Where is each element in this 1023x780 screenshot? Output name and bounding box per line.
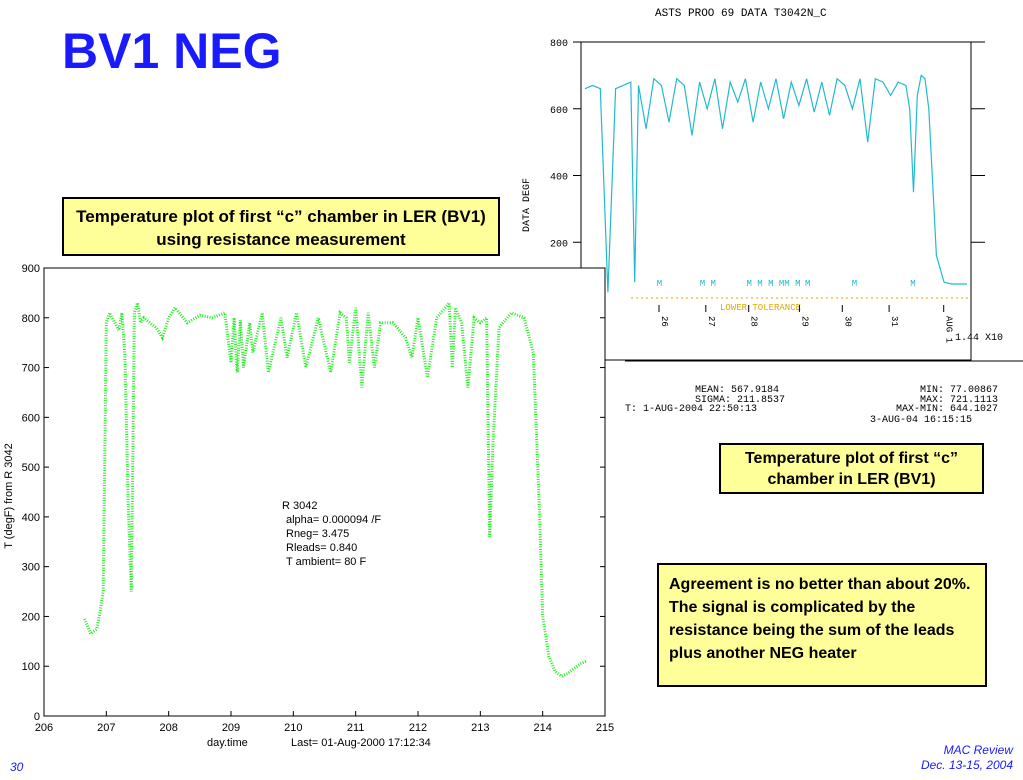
scope-chart: ASTS PROO 69 DATA T3042N_C 800600400200 … — [522, 8, 1023, 426]
stat-mean: MEAN: 567.9184 — [695, 385, 779, 396]
x-tick-label: 207 — [97, 722, 115, 734]
y-tick-label: 400 — [22, 512, 40, 524]
callout-note: Agreement is no better than about 20%. T… — [657, 563, 987, 687]
scope-x-multiplier: 1.44 X10 — [955, 333, 1003, 344]
footer-line2: Dec. 13-15, 2004 — [920, 758, 1013, 772]
green-y-label: T (degF) from R 3042 — [3, 443, 15, 549]
x-tick-label: 208 — [159, 722, 177, 734]
annotation-line3: Rneg= 3.475 — [286, 528, 349, 540]
stat-max: MAX: 721.1113 — [920, 395, 998, 406]
scope-marker: M — [910, 279, 915, 289]
scope-chart-title: ASTS PROO 69 DATA T3042N_C — [655, 8, 827, 20]
x-tick-label: 206 — [35, 722, 53, 734]
scope-y-tick-label: 600 — [550, 106, 568, 117]
green-x-label: day.time — [207, 737, 248, 749]
y-tick-label: 300 — [22, 562, 40, 574]
scope-y-tick-label: 400 — [550, 173, 568, 184]
scope-marker: M M — [700, 279, 716, 289]
y-tick-label: 700 — [22, 363, 40, 375]
scope-marker: M — [852, 279, 857, 289]
x-tick-label: 211 — [347, 722, 365, 734]
scope-series-line — [584, 74, 967, 293]
scope-y-tick-label: 800 — [550, 39, 568, 50]
x-tick-label: 214 — [533, 722, 551, 734]
footer-review: MAC Review Dec. 13-15, 2004 — [921, 743, 1013, 773]
footer-line1: MAC Review — [943, 743, 1013, 757]
y-tick-label: 900 — [22, 263, 40, 275]
stat-maxmin: MAX-MIN: 644.1027 — [896, 404, 998, 415]
x-tick-label: 210 — [284, 722, 302, 734]
scope-x-tick-label: AUG 1 — [944, 316, 954, 343]
y-tick-label: 200 — [22, 611, 40, 623]
scope-x-tick-label: 30 — [842, 316, 852, 327]
annotation-line2: alpha= 0.000094 /F — [286, 514, 381, 526]
scope-x-tick-label: 29 — [799, 316, 809, 327]
stat-sigma: SIGMA: 211.8537 — [695, 395, 785, 406]
y-tick-label: 600 — [22, 412, 40, 424]
stat-start: T: 1-AUG-2004 22:50:13 — [625, 404, 757, 415]
annotation-line4: Rleads= 0.840 — [286, 542, 357, 554]
green-footer-text: Last= 01-Aug-2000 17:12:34 — [291, 737, 431, 749]
y-tick-label: 800 — [22, 313, 40, 325]
scope-x-tick-label: 28 — [749, 316, 759, 327]
green-annotation: R 3042 alpha= 0.000094 /F Rneg= 3.475 Rl… — [282, 500, 381, 568]
page-number: 30 — [10, 760, 24, 774]
slide-title: BV1 NEG — [62, 23, 282, 79]
y-tick-label: 0 — [34, 711, 40, 723]
scope-frame — [580, 41, 972, 361]
y-tick-label: 500 — [22, 462, 40, 474]
stat-min: MIN: 77.00867 — [920, 385, 998, 396]
annotation-line1: R 3042 — [282, 500, 317, 512]
tolerance-label: LOWER TOLERANCE — [720, 303, 801, 313]
callout-left: Temperature plot of first “c” chamber in… — [62, 197, 500, 256]
annotation-line5: T ambient= 80 F — [286, 556, 366, 568]
scope-marker: M — [657, 279, 662, 289]
green-temperature-chart: 0 100 200 300 400 500 600 700 800 900 206 207 208 20… — [3, 263, 614, 749]
callout-right: Temperature plot of first “c” chamber in… — [719, 443, 984, 494]
green-plot-frame — [43, 267, 606, 717]
scope-x-tick-label: 26 — [659, 316, 669, 327]
scope-marker: M M M MM M — [747, 279, 801, 289]
scope-x-tick-label: 27 — [706, 316, 716, 327]
scope-x-tick-label: 31 — [889, 316, 899, 327]
stat-end: 3-AUG-04 16:15:15 — [870, 415, 972, 426]
y-tick-label: 100 — [22, 661, 40, 673]
x-tick-label: 212 — [409, 722, 427, 734]
x-tick-label: 215 — [596, 722, 614, 734]
scope-y-label: DATA DEGF — [522, 178, 533, 232]
scope-y-tick-label: 200 — [550, 239, 568, 250]
x-tick-label: 209 — [222, 722, 240, 734]
scope-marker: M — [805, 279, 810, 289]
x-tick-label: 213 — [471, 722, 489, 734]
